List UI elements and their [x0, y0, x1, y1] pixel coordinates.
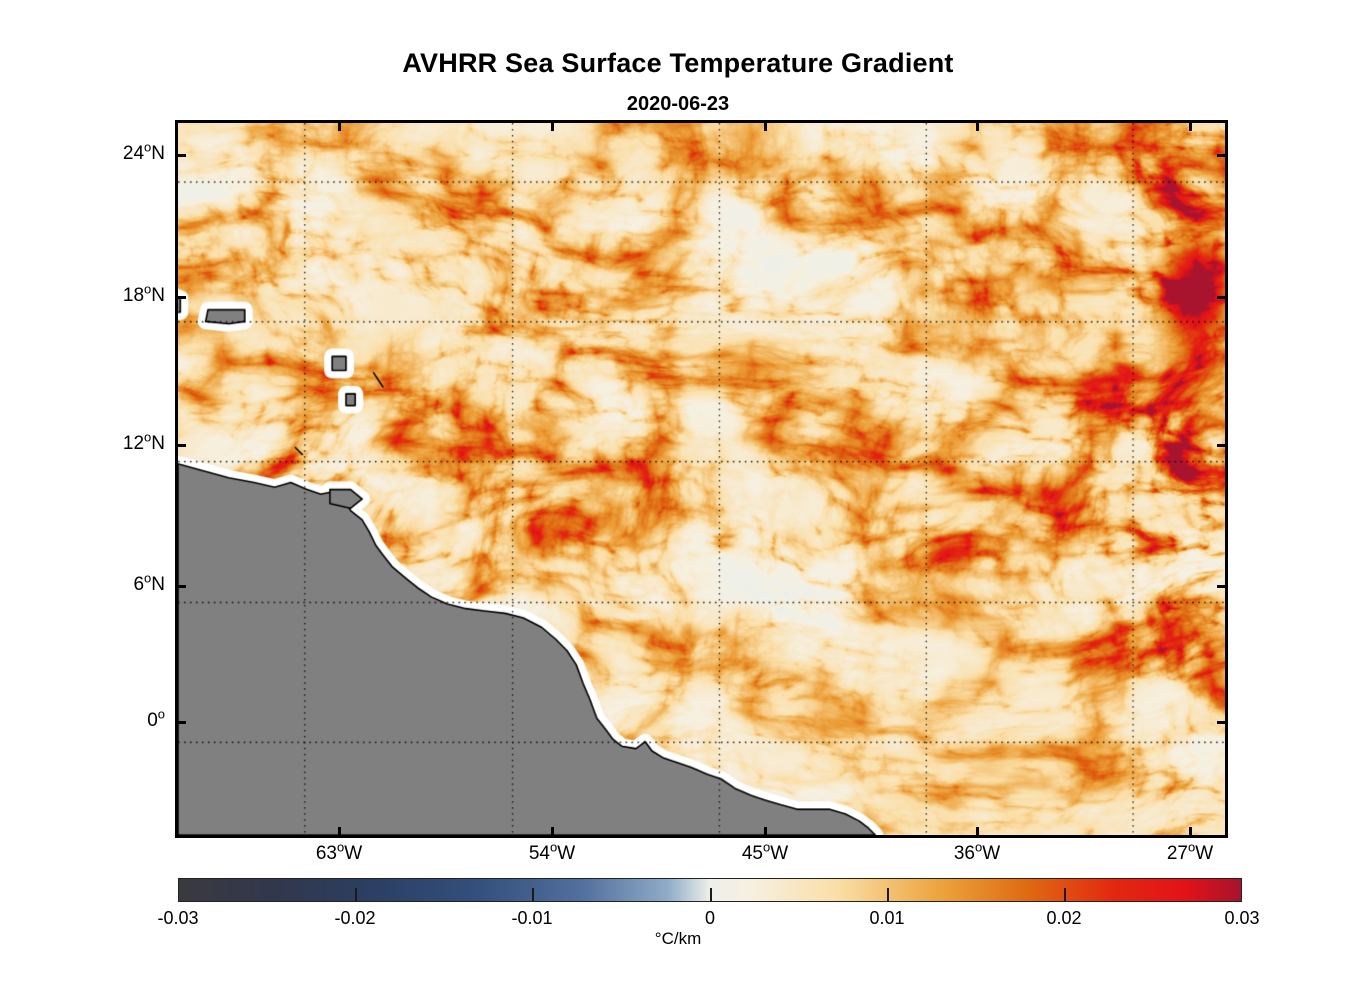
x-tick-45W: [764, 120, 767, 131]
x-tick-label-63W: 63oW: [315, 839, 363, 864]
x-tick-label-45W: 45oW: [741, 839, 789, 864]
y-tick-6N: [175, 585, 186, 588]
y-tick-label-12N: 12oN: [122, 429, 165, 454]
colorbar-label--0.02: -0.02: [334, 908, 376, 928]
y-tick-24N: [175, 154, 186, 157]
colorbar-label-0.01: 0.01: [869, 908, 905, 928]
colorbar-label-0.03: 0.03: [1224, 908, 1260, 928]
x-tick-63W: [338, 827, 341, 838]
y-tick-24N: [1217, 154, 1228, 157]
y-tick-0eq: [1217, 721, 1228, 724]
y-tick-label-6N: 6oN: [133, 570, 165, 595]
y-tick-label-0eq: 0o: [147, 706, 165, 731]
x-tick-27W: [1189, 827, 1192, 838]
x-tick-label-36W: 36oW: [953, 839, 1001, 864]
x-tick-54W: [551, 120, 554, 131]
y-tick-6N: [1217, 585, 1228, 588]
y-tick-label-24N: 24oN: [122, 139, 165, 164]
colorbar-label-0: 0: [704, 908, 715, 928]
colorbar-tick--0.02: [355, 888, 357, 901]
x-tick-54W: [551, 827, 554, 838]
colorbar-label-0.02: 0.02: [1046, 908, 1082, 928]
colorbar-tick-0: [710, 888, 712, 901]
colorbar-unit-label: °C/km: [654, 929, 702, 948]
x-tick-27W: [1189, 120, 1192, 131]
x-tick-45W: [764, 827, 767, 838]
y-tick-18N: [1217, 296, 1228, 299]
page-title: AVHRR Sea Surface Temperature Gradient: [402, 48, 954, 78]
map-plot-area: [175, 120, 1228, 838]
colorbar-label--0.03: -0.03: [157, 908, 199, 928]
x-tick-label-27W: 27oW: [1166, 839, 1214, 864]
y-tick-12N: [175, 444, 186, 447]
colorbar-tick-0.01: [887, 888, 889, 901]
y-tick-0eq: [175, 721, 186, 724]
x-tick-36W: [976, 120, 979, 131]
y-tick-18N: [175, 296, 186, 299]
x-tick-36W: [976, 827, 979, 838]
colorbar-tick--0.01: [532, 888, 534, 901]
x-tick-63W: [338, 120, 341, 131]
sst-gradient-heatmap: [178, 123, 1225, 835]
y-tick-12N: [1217, 444, 1228, 447]
colorbar-tick-0.02: [1064, 888, 1066, 901]
colorbar-label--0.01: -0.01: [511, 908, 553, 928]
x-tick-label-54W: 54oW: [528, 839, 576, 864]
y-tick-label-18N: 18oN: [122, 281, 165, 306]
figure-subtitle: 2020-06-23: [626, 93, 730, 115]
